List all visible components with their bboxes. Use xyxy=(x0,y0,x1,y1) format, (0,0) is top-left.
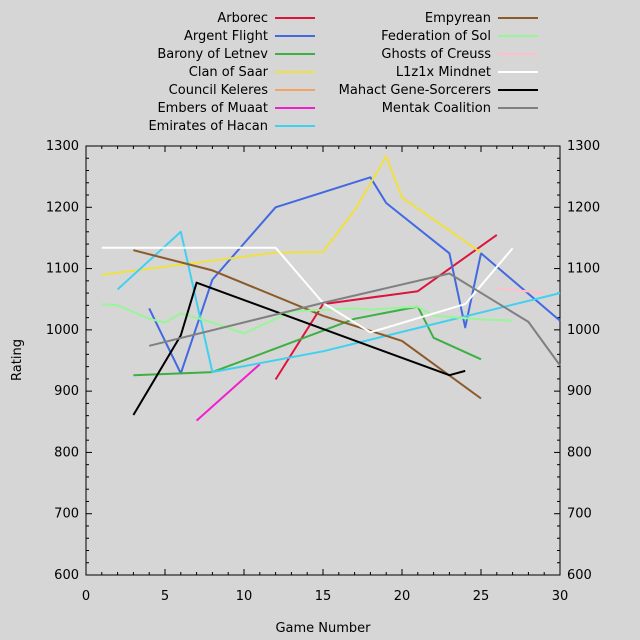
legend-label-empyrean: Empyrean xyxy=(425,11,491,26)
x-axis-label: Game Number xyxy=(275,621,371,636)
series-line-mentak-coalition xyxy=(148,272,561,366)
x-tick-label: 15 xyxy=(315,589,332,604)
legend: Arborec Argent Flight Barony of Letnev Clan… xyxy=(148,11,538,134)
series-line-ghosts-of-creuss xyxy=(496,287,545,295)
y-tick-label-right: 1200 xyxy=(567,200,600,215)
legend-label-argent-flight: Argent Flight xyxy=(184,29,268,44)
y-tick-label: 900 xyxy=(54,384,79,399)
series-line-empyrean xyxy=(133,249,482,400)
axis-ticks xyxy=(85,145,561,576)
y-tick-label-right: 1000 xyxy=(567,323,600,338)
y-tick-label-right: 600 xyxy=(567,568,592,583)
legend-label-l1z1x-mindnet: L1z1x Mindnet xyxy=(396,65,491,80)
x-tick-label: 20 xyxy=(394,589,411,604)
x-tick-label: 5 xyxy=(161,589,169,604)
plot-area xyxy=(85,145,561,576)
y-tick-label: 1200 xyxy=(46,200,79,215)
legend-label-mahact-gene-sorcerers: Mahact Gene-Sorcerers xyxy=(339,83,492,98)
series-line-embers-of-muaat xyxy=(195,363,261,422)
legend-label-mentak-coalition: Mentak Coalition xyxy=(382,101,491,116)
y-tick-label: 1300 xyxy=(46,139,79,154)
y-tick-label: 1100 xyxy=(46,262,79,277)
series-line-mahact-gene-sorcerers xyxy=(132,281,466,416)
x-tick-label: 25 xyxy=(473,589,490,604)
series-line-arborec xyxy=(274,234,498,381)
x-tick-label: 0 xyxy=(82,589,90,604)
y-axis-label: Rating xyxy=(10,339,25,381)
series-lines xyxy=(101,155,561,422)
series-line-clan-of-saar xyxy=(101,155,482,276)
legend-label-barony-of-letnev: Barony of Letnev xyxy=(157,47,268,62)
x-tick-label: 10 xyxy=(236,589,253,604)
series-line-emirates-of-hacan xyxy=(116,230,561,374)
legend-label-embers-of-muaat: Embers of Muaat xyxy=(157,101,268,116)
y-tick-label: 600 xyxy=(54,568,79,583)
legend-label-arborec: Arborec xyxy=(217,11,268,26)
y-tick-label: 700 xyxy=(54,507,79,522)
legend-label-emirates-of-hacan: Emirates of Hacan xyxy=(148,119,268,134)
series-line-barony-of-letnev xyxy=(133,305,482,377)
y-tick-label: 1000 xyxy=(46,323,79,338)
y-tick-label-right: 900 xyxy=(567,384,592,399)
series-line-argent-flight xyxy=(148,176,561,375)
y-tick-label-right: 1300 xyxy=(567,139,600,154)
x-tick-label: 30 xyxy=(552,589,569,604)
y-tick-label-right: 1100 xyxy=(567,262,600,277)
y-tick-label: 800 xyxy=(54,445,79,460)
legend-label-clan-of-saar: Clan of Saar xyxy=(189,65,269,80)
legend-label-federation-of-sol: Federation of Sol xyxy=(381,29,491,44)
tick-labels: 600 600 700 700 800 800 900 900 1000 1000 1100 1100… xyxy=(46,139,600,604)
legend-label-ghosts-of-creuss: Ghosts of Creuss xyxy=(381,47,491,62)
y-tick-label-right: 700 xyxy=(567,507,592,522)
y-tick-label-right: 800 xyxy=(567,445,592,460)
series-line-l1z1x-mindnet xyxy=(101,246,514,334)
legend-label-council-keleres: Council Keleres xyxy=(169,83,269,98)
